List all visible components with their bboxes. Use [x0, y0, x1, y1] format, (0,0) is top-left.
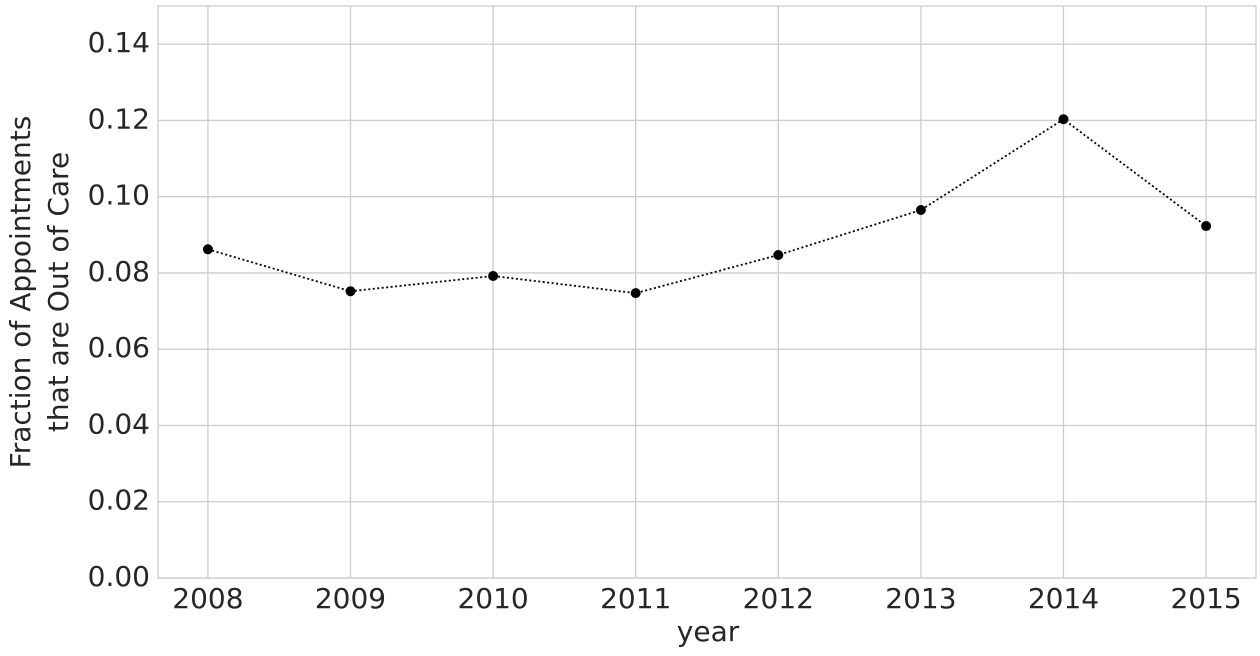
y-axis-label: that are Out of Care	[42, 152, 75, 432]
x-tick-label: 2009	[315, 582, 386, 615]
y-tick-label: 0.06	[88, 331, 150, 364]
y-tick-label: 0.10	[88, 179, 150, 212]
data-point	[630, 288, 641, 299]
x-tick-label: 2008	[172, 582, 243, 615]
data-point	[488, 270, 499, 281]
x-tick-label: 2012	[743, 582, 814, 615]
y-tick-label: 0.14	[88, 26, 150, 59]
data-point	[202, 244, 213, 255]
data-point	[1201, 221, 1212, 232]
plot-area	[157, 5, 1257, 579]
y-tick-label: 0.02	[88, 484, 150, 517]
y-tick-label: 0.00	[88, 560, 150, 593]
data-point	[773, 250, 784, 261]
y-tick-label: 0.12	[88, 102, 150, 135]
data-line	[207, 118, 1207, 295]
data-point	[915, 205, 926, 216]
x-tick-label: 2015	[1170, 582, 1241, 615]
x-axis-label: year	[677, 615, 740, 648]
x-tick-label: 2013	[885, 582, 956, 615]
y-axis-label: Fraction of Appointments	[4, 116, 37, 469]
y-tick-label: 0.08	[88, 255, 150, 288]
x-tick-label: 2014	[1028, 582, 1099, 615]
y-tick-label: 0.04	[88, 407, 150, 440]
x-tick-label: 2010	[457, 582, 528, 615]
data-point	[1058, 114, 1069, 125]
x-tick-label: 2011	[600, 582, 671, 615]
data-point	[345, 286, 356, 297]
